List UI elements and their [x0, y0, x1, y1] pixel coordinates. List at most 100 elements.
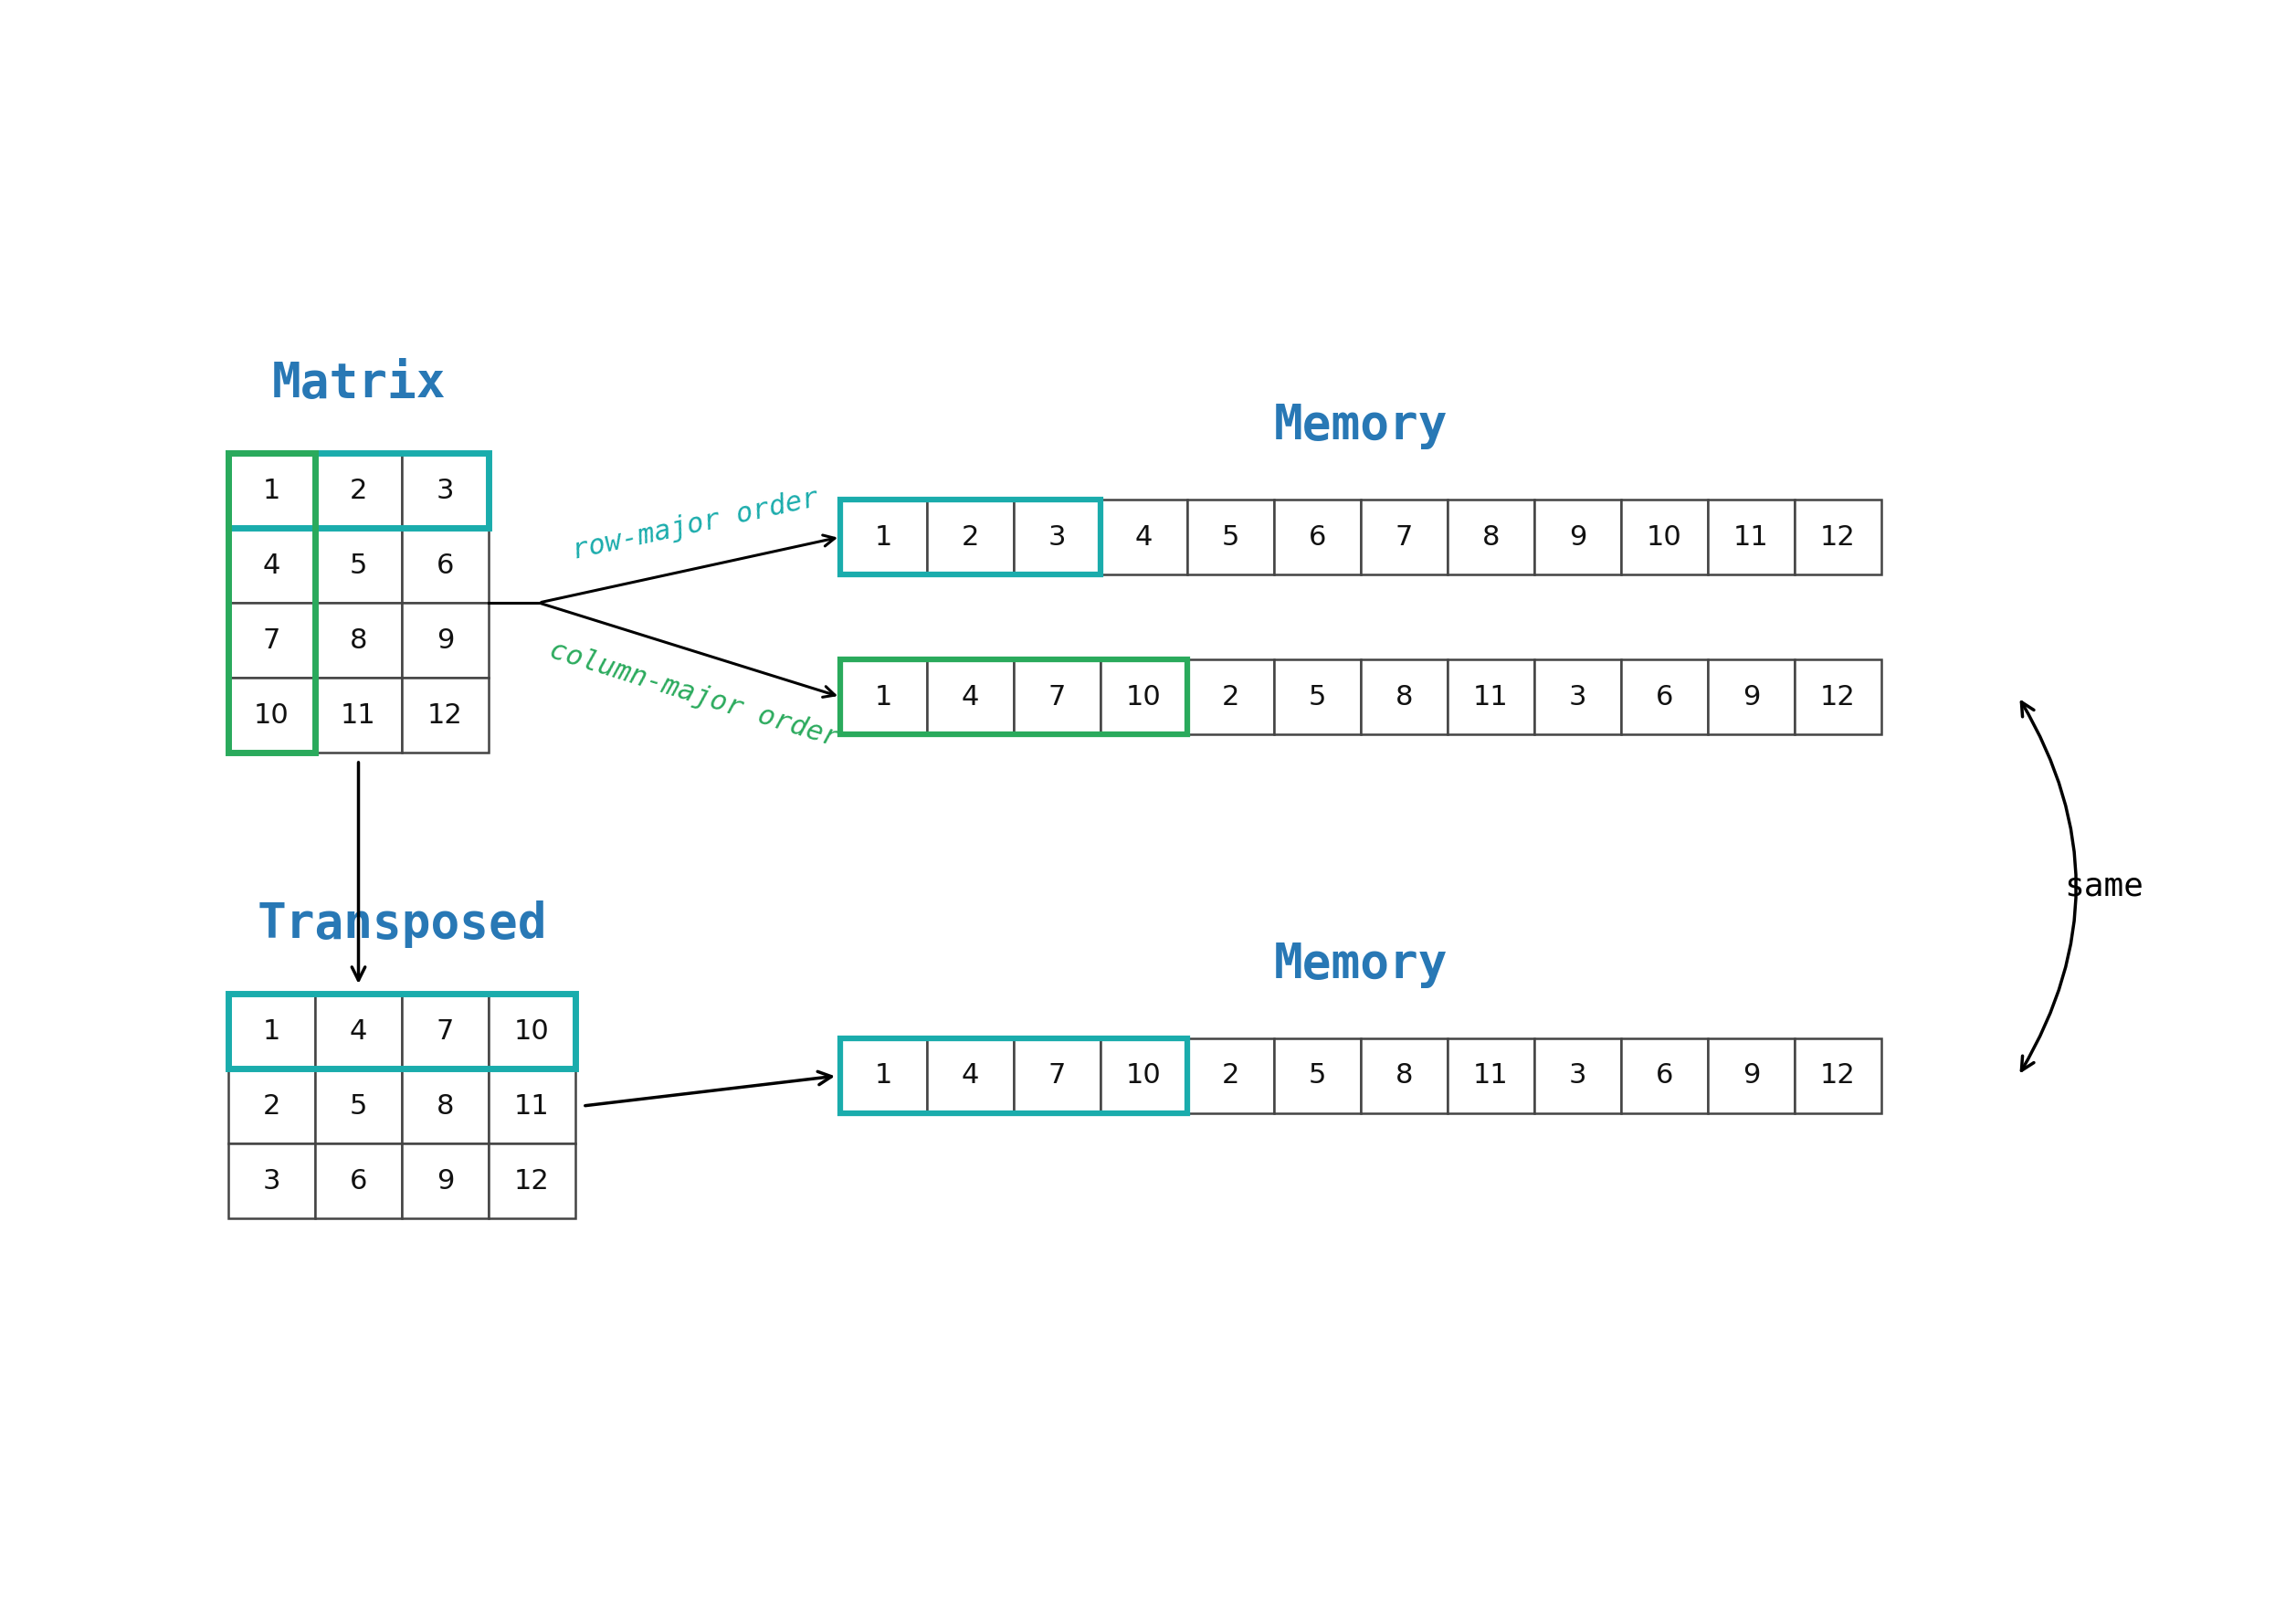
Text: 3: 3 — [1049, 524, 1065, 551]
FancyBboxPatch shape — [315, 453, 402, 528]
Text: 6: 6 — [436, 553, 455, 578]
FancyBboxPatch shape — [1187, 1039, 1274, 1113]
Text: 7: 7 — [1396, 524, 1412, 551]
Text: 2: 2 — [349, 477, 367, 504]
Text: 10: 10 — [514, 1018, 549, 1044]
Text: same: same — [2064, 872, 2144, 902]
Text: 3: 3 — [436, 477, 455, 504]
Text: column-major order: column-major order — [546, 636, 843, 752]
FancyBboxPatch shape — [402, 1068, 489, 1144]
FancyBboxPatch shape — [227, 528, 315, 603]
FancyBboxPatch shape — [1621, 659, 1708, 735]
FancyBboxPatch shape — [1187, 659, 1274, 735]
FancyBboxPatch shape — [1015, 499, 1100, 575]
FancyBboxPatch shape — [227, 1144, 315, 1218]
Text: 12: 12 — [1821, 524, 1855, 551]
Text: 3: 3 — [262, 1168, 280, 1194]
Text: Memory: Memory — [1274, 401, 1449, 449]
Text: 8: 8 — [349, 627, 367, 654]
FancyBboxPatch shape — [1446, 499, 1534, 575]
Text: 2: 2 — [262, 1092, 280, 1120]
Text: 2: 2 — [1221, 1063, 1240, 1089]
Text: 8: 8 — [1481, 524, 1499, 551]
FancyBboxPatch shape — [1795, 1039, 1880, 1113]
Text: row-major order: row-major order — [569, 485, 822, 565]
FancyBboxPatch shape — [402, 603, 489, 678]
Text: 8: 8 — [1396, 683, 1412, 710]
FancyBboxPatch shape — [315, 1144, 402, 1218]
Text: 7: 7 — [1049, 683, 1065, 710]
Text: 2: 2 — [1221, 683, 1240, 710]
FancyBboxPatch shape — [1015, 1039, 1100, 1113]
FancyBboxPatch shape — [928, 1039, 1015, 1113]
Text: 1: 1 — [262, 477, 280, 504]
Text: 7: 7 — [262, 627, 280, 654]
FancyBboxPatch shape — [1534, 659, 1621, 735]
Text: 10: 10 — [1646, 524, 1683, 551]
FancyBboxPatch shape — [489, 994, 576, 1068]
FancyBboxPatch shape — [1446, 1039, 1534, 1113]
FancyBboxPatch shape — [402, 994, 489, 1068]
Text: Memory: Memory — [1274, 941, 1449, 988]
Text: 2: 2 — [962, 524, 978, 551]
Text: 5: 5 — [1221, 524, 1240, 551]
FancyBboxPatch shape — [402, 678, 489, 752]
Text: 4: 4 — [1134, 524, 1153, 551]
FancyBboxPatch shape — [227, 603, 315, 678]
Text: 11: 11 — [1733, 524, 1768, 551]
Text: 4: 4 — [962, 1063, 978, 1089]
Text: 12: 12 — [427, 702, 464, 728]
FancyBboxPatch shape — [402, 528, 489, 603]
Text: Matrix: Matrix — [271, 359, 445, 408]
FancyBboxPatch shape — [1708, 659, 1795, 735]
Text: 1: 1 — [875, 683, 893, 710]
Text: 11: 11 — [514, 1092, 549, 1120]
Text: 4: 4 — [962, 683, 978, 710]
Text: 10: 10 — [1127, 683, 1162, 710]
Text: 11: 11 — [340, 702, 377, 728]
FancyBboxPatch shape — [227, 1068, 315, 1144]
Text: 9: 9 — [436, 627, 455, 654]
FancyBboxPatch shape — [1708, 1039, 1795, 1113]
FancyBboxPatch shape — [1621, 499, 1708, 575]
Text: 6: 6 — [1309, 524, 1327, 551]
FancyBboxPatch shape — [1708, 499, 1795, 575]
Text: 4: 4 — [262, 553, 280, 578]
FancyBboxPatch shape — [1274, 1039, 1362, 1113]
FancyBboxPatch shape — [1446, 659, 1534, 735]
FancyBboxPatch shape — [1621, 1039, 1708, 1113]
Text: 12: 12 — [1821, 1063, 1855, 1089]
FancyBboxPatch shape — [1274, 659, 1362, 735]
Text: 5: 5 — [349, 553, 367, 578]
FancyBboxPatch shape — [489, 1068, 576, 1144]
Text: 7: 7 — [1049, 1063, 1065, 1089]
Text: 8: 8 — [436, 1092, 455, 1120]
Text: 7: 7 — [436, 1018, 455, 1044]
FancyBboxPatch shape — [1015, 659, 1100, 735]
FancyBboxPatch shape — [1100, 1039, 1187, 1113]
FancyBboxPatch shape — [1362, 659, 1446, 735]
Text: 6: 6 — [349, 1168, 367, 1194]
FancyBboxPatch shape — [1795, 659, 1880, 735]
Text: 5: 5 — [1309, 1063, 1327, 1089]
FancyBboxPatch shape — [315, 1068, 402, 1144]
Text: 1: 1 — [875, 524, 893, 551]
FancyBboxPatch shape — [315, 603, 402, 678]
FancyBboxPatch shape — [1100, 659, 1187, 735]
Text: 10: 10 — [1127, 1063, 1162, 1089]
FancyBboxPatch shape — [315, 678, 402, 752]
Text: 12: 12 — [1821, 683, 1855, 710]
FancyBboxPatch shape — [402, 1144, 489, 1218]
Text: 6: 6 — [1655, 683, 1674, 710]
Text: 11: 11 — [1474, 683, 1508, 710]
FancyBboxPatch shape — [1534, 499, 1621, 575]
Text: 6: 6 — [1655, 1063, 1674, 1089]
FancyBboxPatch shape — [1534, 1039, 1621, 1113]
FancyBboxPatch shape — [227, 453, 315, 528]
FancyBboxPatch shape — [227, 994, 315, 1068]
FancyBboxPatch shape — [840, 1039, 928, 1113]
Text: Transposed: Transposed — [257, 901, 546, 947]
FancyBboxPatch shape — [315, 994, 402, 1068]
Text: 1: 1 — [875, 1063, 893, 1089]
FancyBboxPatch shape — [227, 678, 315, 752]
